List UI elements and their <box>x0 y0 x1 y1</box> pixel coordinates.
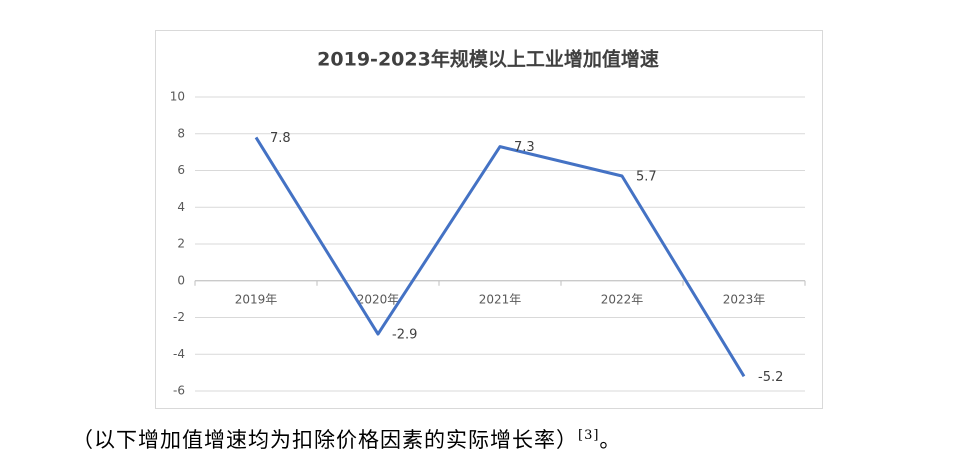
x-tick-label: 2020年 <box>357 292 400 306</box>
x-tick-label: 2021年 <box>479 292 522 306</box>
y-tick-label: 0 <box>177 273 185 287</box>
caption-end: 。 <box>599 428 622 452</box>
y-tick-label: -6 <box>173 384 185 398</box>
chart-frame <box>155 30 823 409</box>
data-label: 7.8 <box>270 131 291 146</box>
y-tick-label: 6 <box>177 163 185 177</box>
reference: [3] <box>578 428 600 443</box>
y-tick-label: 8 <box>177 126 185 140</box>
data-label: 5.7 <box>636 170 657 185</box>
x-tick-label: 2022年 <box>601 292 644 306</box>
caption-text: （以下增加值增速均为扣除价格因素的实际增长率） <box>72 428 578 452</box>
x-tick-label: 2023年 <box>723 292 766 306</box>
x-tick-label: 2019年 <box>235 292 278 306</box>
caption: （以下增加值增速均为扣除价格因素的实际增长率）[3]。 <box>72 424 621 454</box>
data-label: -2.9 <box>392 328 417 343</box>
data-label: -5.2 <box>758 370 783 385</box>
y-tick-label: 2 <box>177 237 185 251</box>
y-tick-label: -4 <box>173 347 185 361</box>
chart: 2019-2023年规模以上工业增加值增速 -6 -4 -2 0 2 4 6 8 10 2019年… <box>155 30 823 409</box>
data-label: 7.3 <box>514 140 535 155</box>
chart-title: 2019-2023年规模以上工业增加值增速 <box>317 48 659 71</box>
y-tick-label: 4 <box>177 200 185 214</box>
y-tick-label: -2 <box>173 310 185 324</box>
y-tick-label: 10 <box>170 90 185 104</box>
data-line <box>254 136 746 378</box>
